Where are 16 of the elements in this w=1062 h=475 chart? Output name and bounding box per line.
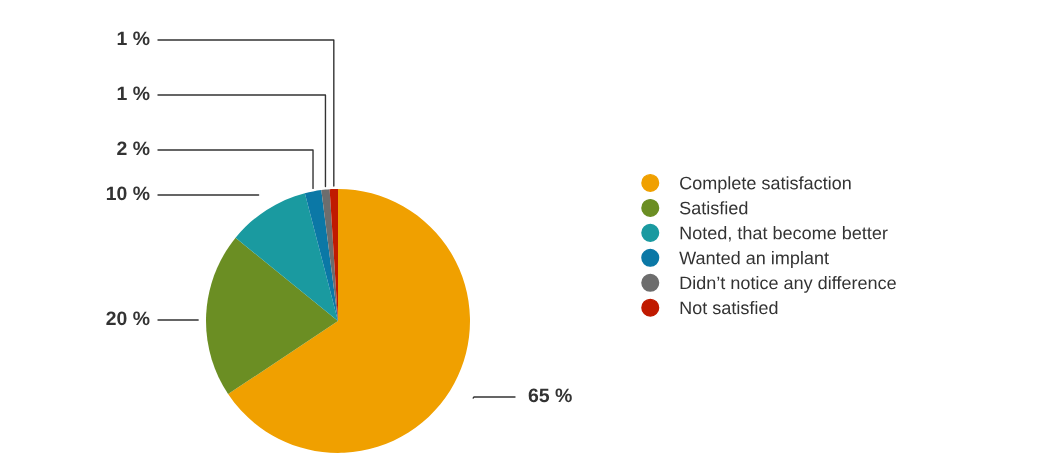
data-label: 1 %	[117, 31, 150, 46]
legend-label: Complete satisfaction	[680, 176, 851, 194]
legend-label: Wanted an implant	[679, 251, 829, 268]
legend-label: Satisfied	[679, 201, 748, 215]
data-label: 20 %	[106, 311, 150, 326]
pie-slice	[304, 190, 338, 321]
data-label: 1 %	[117, 86, 150, 101]
pie-slice	[228, 189, 470, 453]
data-label: 10 %	[106, 186, 150, 201]
pie-slice	[235, 193, 338, 321]
data-label: 65 %	[528, 388, 572, 403]
legend-label: Noted, that become better	[680, 226, 888, 242]
data-label: 2 %	[117, 141, 150, 156]
pie-slice	[206, 237, 338, 395]
legend-label: Not satisfied	[680, 300, 778, 315]
legend-label: Didn’t notice any difference	[680, 276, 896, 293]
